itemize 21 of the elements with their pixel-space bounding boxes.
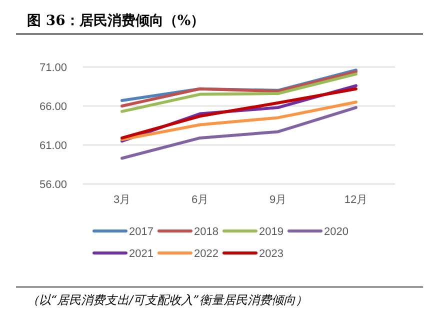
legend-label: 2020 [324,226,348,238]
line-series [120,100,358,142]
legend-label: 2019 [259,226,284,238]
line-series [120,106,358,160]
x-tick-label: 6月 [191,194,209,206]
legend-label: 2021 [129,248,154,260]
line-series [120,70,358,108]
chart-title: 图 36：居民消费倾向（%） [27,13,205,29]
x-tick-label: 12月 [344,194,368,206]
line-series [120,72,358,113]
legend-label: 2017 [129,226,154,238]
legend-label: 2018 [194,226,218,238]
x-tick-label: 3月 [113,194,131,206]
legend-label: 2022 [194,248,218,260]
x-tick-label: 9月 [269,194,287,206]
y-tick-label: 61.00 [39,140,67,152]
text: （以“居民消费支出/可支配收入”衡量居民消费倾向） [27,293,308,307]
legend-label: 2023 [259,248,284,260]
y-tick-label: 56.00 [39,179,67,191]
y-tick-label: 66.00 [39,101,67,113]
y-tick-label: 71.00 [39,62,67,74]
